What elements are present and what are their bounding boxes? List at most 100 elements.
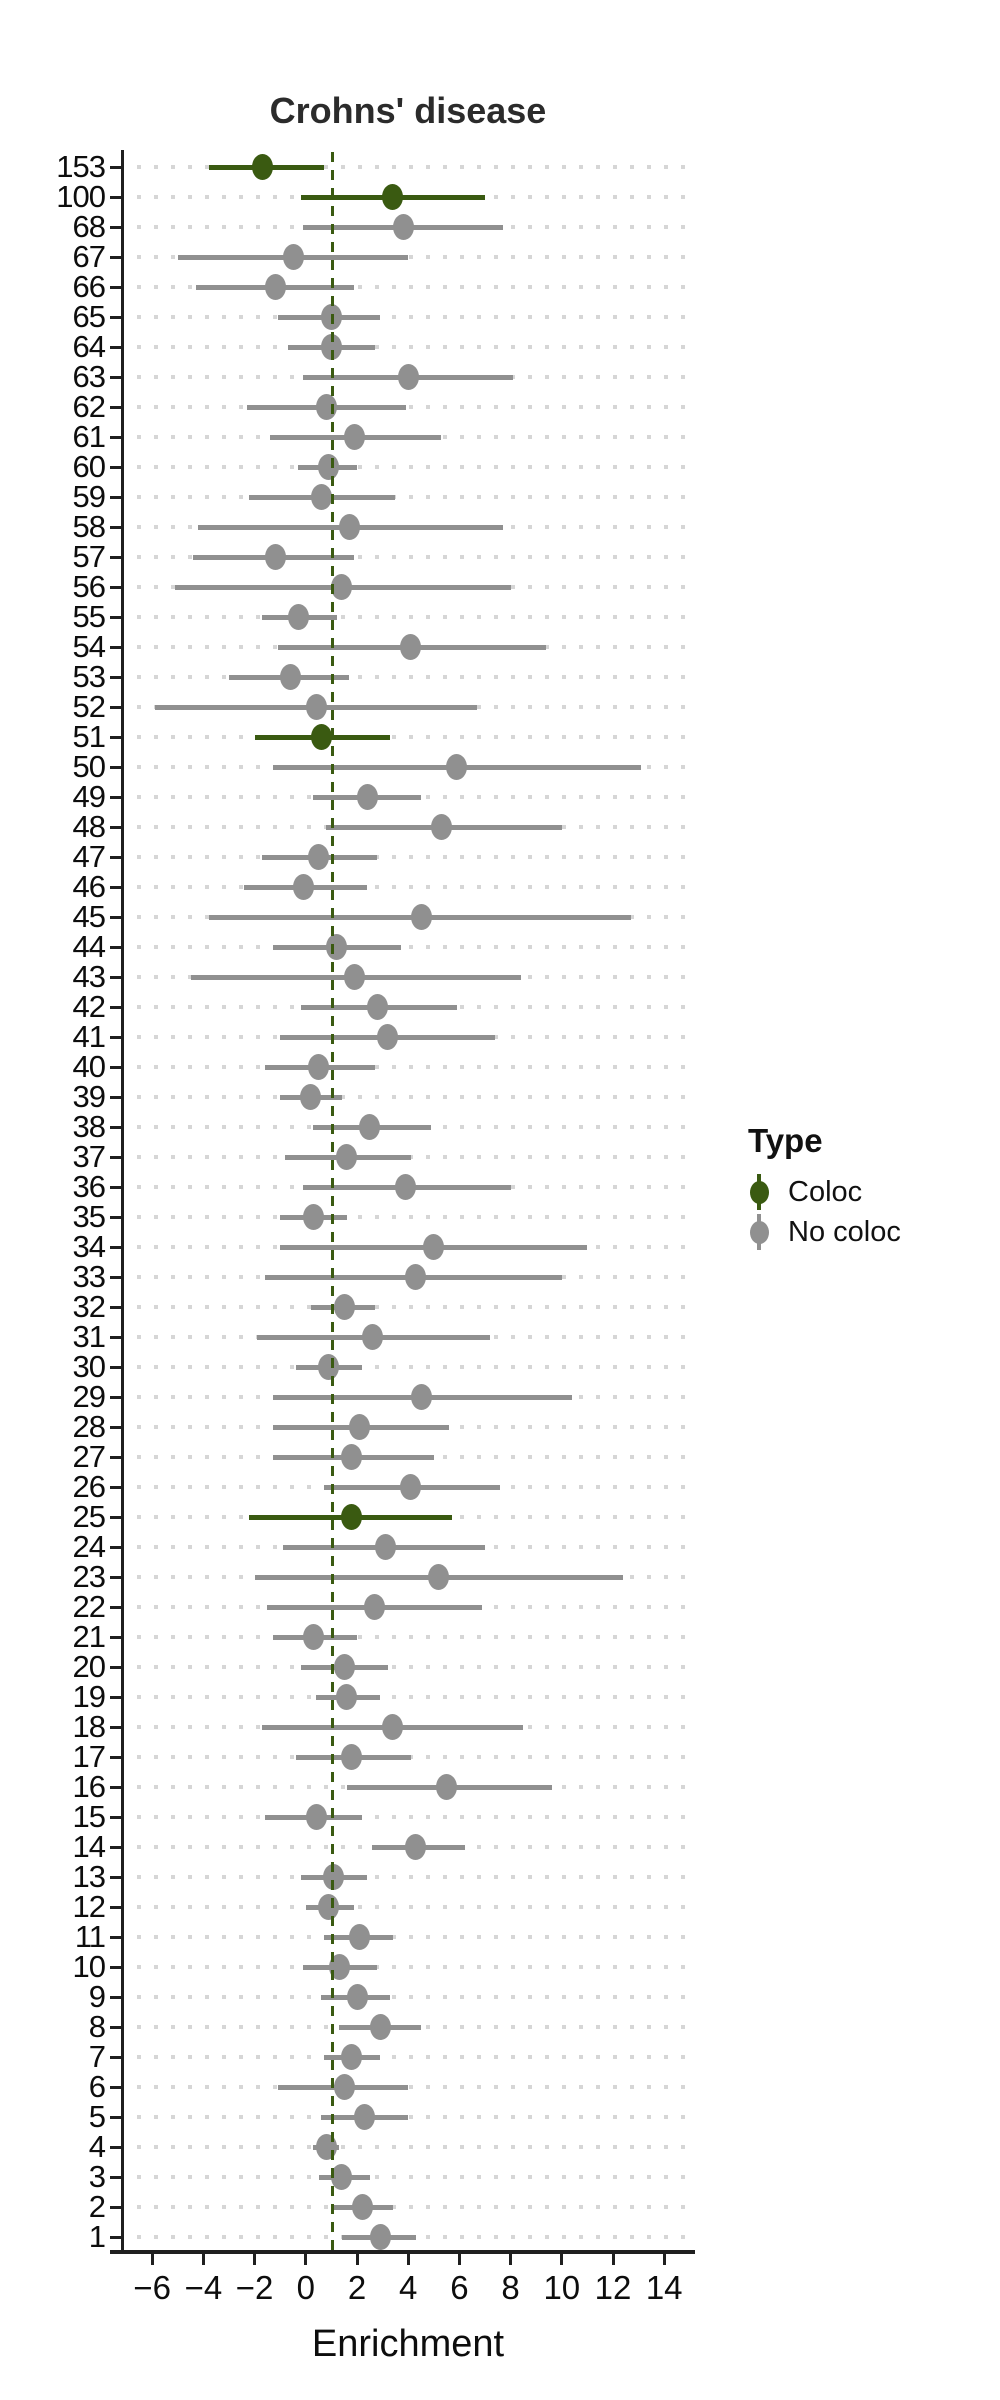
- y-axis-tick-label: 34: [72, 1229, 106, 1264]
- forest-row: 22: [73, 1591, 695, 1622]
- y-tick-mark: [110, 1965, 121, 1969]
- row-dotted-gridline: [137, 735, 695, 739]
- forest-row: 37: [73, 1141, 695, 1172]
- forest-row: 15: [73, 1801, 695, 1832]
- legend: Type Coloc No coloc: [746, 1122, 901, 1252]
- forest-row: 6: [89, 2071, 695, 2102]
- point-estimate-marker: [343, 964, 365, 990]
- y-tick-mark: [110, 165, 121, 169]
- y-axis-tick-label: 47: [72, 839, 106, 874]
- point-estimate-marker: [359, 1114, 381, 1140]
- y-axis-tick-label: 8: [88, 2009, 106, 2044]
- y-tick-mark: [110, 645, 121, 649]
- y-axis-tick-label: 57: [72, 539, 106, 574]
- row-dotted-gridline: [137, 345, 695, 349]
- point-estimate-marker: [336, 1144, 358, 1170]
- row-dotted-gridline: [137, 1815, 695, 1819]
- x-axis-tick-label: 8: [501, 2269, 520, 2306]
- plot-panel: 153 100 68 67 66 65 64 63 62 61 60 59 58 57 56 55 54 53 52…: [56, 151, 695, 2252]
- forest-row: 39: [73, 1081, 695, 1112]
- y-tick-mark: [110, 1845, 121, 1849]
- forest-row: 54: [73, 631, 695, 662]
- y-tick-mark: [110, 1455, 121, 1459]
- y-axis-tick-label: 13: [72, 1859, 106, 1894]
- point-estimate-marker: [446, 754, 468, 780]
- x-axis-tick-label: 2: [347, 2269, 367, 2306]
- forest-row: 31: [73, 1321, 695, 1352]
- y-axis-tick-label: 55: [72, 599, 106, 634]
- forest-row: 13: [73, 1861, 695, 1892]
- point-estimate-marker: [287, 604, 309, 630]
- y-tick-mark: [110, 945, 121, 949]
- y-axis-tick-label: 11: [74, 1919, 106, 1954]
- point-estimate-marker: [382, 184, 404, 210]
- x-axis-tick-label: 4: [399, 2269, 418, 2306]
- y-tick-mark: [110, 435, 121, 439]
- row-dotted-gridline: [137, 2055, 695, 2059]
- y-tick-mark: [110, 1185, 121, 1189]
- forest-row: 153: [56, 151, 695, 182]
- forest-row: 24: [73, 1531, 695, 1562]
- x-axis-spine: [110, 2250, 695, 2254]
- y-axis-tick-label: 65: [72, 299, 106, 334]
- y-tick-mark: [110, 1155, 121, 1159]
- forest-row: 35: [73, 1201, 695, 1232]
- point-estimate-marker: [300, 1084, 322, 1110]
- point-estimate-marker: [364, 1594, 386, 1620]
- y-axis-tick-label: 2: [88, 2189, 106, 2224]
- point-estimate-marker: [338, 514, 360, 540]
- y-axis-tick-label: 100: [56, 179, 106, 214]
- forest-row: 61: [73, 421, 695, 452]
- y-axis-tick-label: 5: [88, 2099, 106, 2134]
- y-tick-mark: [110, 705, 121, 709]
- y-axis-tick-label: 63: [72, 359, 106, 394]
- y-tick-mark: [110, 525, 121, 529]
- y-tick-mark: [110, 555, 121, 559]
- point-estimate-marker: [341, 1444, 363, 1470]
- forest-row: 68: [73, 211, 695, 242]
- forest-row: 52: [73, 691, 695, 722]
- y-axis-tick-label: 6: [88, 2069, 106, 2104]
- point-estimate-marker: [310, 724, 332, 750]
- forest-row: 67: [73, 241, 695, 272]
- forest-row: 47: [73, 841, 695, 872]
- point-estimate-marker: [369, 2224, 391, 2250]
- legend-item-label: No coloc: [788, 1215, 901, 1248]
- forest-row: 9: [89, 1981, 695, 2012]
- y-tick-mark: [110, 2025, 121, 2029]
- y-tick-mark: [110, 1635, 121, 1639]
- point-estimate-marker: [410, 904, 432, 930]
- y-tick-mark: [110, 1605, 121, 1609]
- forest-row: 51: [73, 721, 695, 752]
- y-axis-tick-label: 27: [72, 1439, 106, 1474]
- forest-row: 49: [73, 781, 695, 812]
- row-dotted-gridline: [137, 465, 695, 469]
- x-tick-mark: [355, 2254, 359, 2265]
- x-axis-tick-label: 12: [594, 2269, 632, 2306]
- forest-row: 41: [73, 1021, 695, 1052]
- y-tick-mark: [110, 2205, 121, 2209]
- y-tick-mark: [110, 1875, 121, 1879]
- forest-row: 58: [73, 511, 695, 542]
- row-dotted-gridline: [137, 675, 695, 679]
- forest-row: 36: [73, 1171, 695, 1202]
- forest-row: 64: [73, 331, 695, 362]
- y-tick-mark: [110, 1125, 121, 1129]
- point-estimate-marker: [331, 574, 353, 600]
- y-axis-tick-label: 67: [72, 239, 106, 274]
- point-estimate-marker: [292, 874, 314, 900]
- forest-row: 20: [73, 1651, 695, 1682]
- point-estimate-marker: [264, 544, 286, 570]
- x-tick-mark: [611, 2254, 615, 2265]
- y-tick-mark: [110, 1785, 121, 1789]
- y-tick-mark: [110, 1755, 121, 1759]
- forest-row: 45: [73, 901, 695, 932]
- y-axis-tick-label: 40: [72, 1049, 106, 1084]
- forest-row: 26: [73, 1471, 695, 1502]
- forest-row: 18: [73, 1711, 695, 1742]
- y-tick-mark: [110, 1935, 121, 1939]
- y-tick-mark: [110, 375, 121, 379]
- forest-row: 11: [75, 1921, 695, 1952]
- point-estimate-marker: [423, 1234, 445, 1260]
- forest-row: 2: [89, 2191, 695, 2222]
